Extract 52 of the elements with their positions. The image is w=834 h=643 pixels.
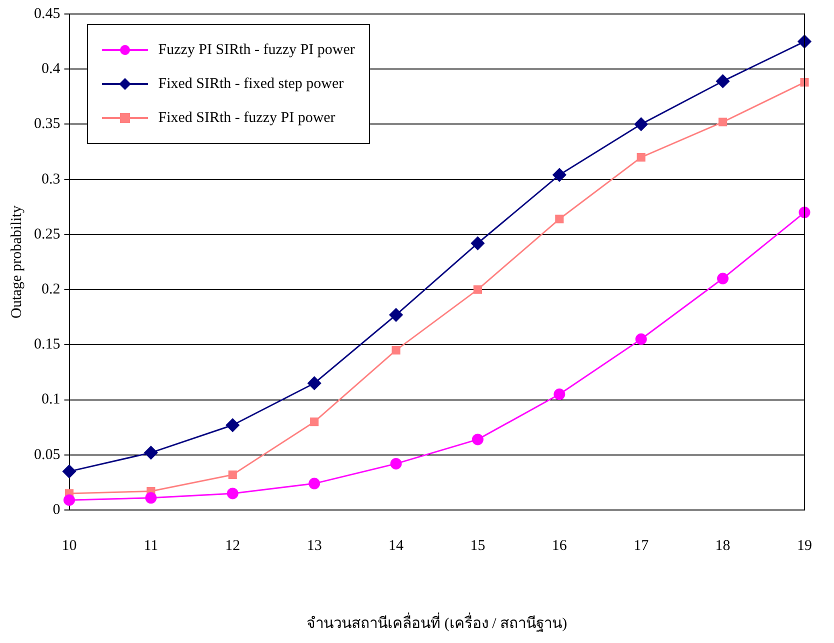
point [634,117,648,131]
point [392,346,400,354]
y-tick-label: 0 [52,502,60,518]
x-tick-label: 15 [470,538,486,554]
y-tick-label: 0.05 [34,446,60,463]
point [310,418,319,426]
point [800,78,809,87]
x-tick-label: 11 [144,538,158,554]
x-tick-label: 17 [634,538,650,554]
point [145,492,157,504]
y-axis-title: Outage probability [8,205,25,318]
y-tick-label: 0.3 [42,171,60,188]
point [64,494,75,506]
point [718,118,728,126]
point [226,488,238,500]
y-tick-label: 0.1 [42,392,60,408]
x-tick-label: 18 [715,538,730,554]
point [389,308,403,322]
point [470,236,484,250]
point [552,168,566,182]
legend-label: Fixed SIRth - fuzzy PI power [158,110,336,126]
legend-label: Fixed SIRth - fixed step power [158,76,344,92]
y-tick-label: 0.15 [34,336,60,353]
point [226,418,240,432]
point [390,458,402,470]
x-tick-label: 19 [797,538,812,554]
point [798,34,812,48]
point [717,272,729,284]
x-tick-label: 13 [306,538,322,554]
point [308,376,322,390]
x-tick-label: 14 [388,538,404,554]
point [62,464,76,478]
y-tick-label: 0.35 [34,116,60,132]
y-tick-label: 0.45 [34,6,60,22]
x-tick-label: 10 [62,538,77,554]
point [555,214,564,224]
y-tick-label: 0.4 [42,61,61,78]
point [144,446,158,460]
y-tick-label: 0.25 [34,226,60,242]
x-axis-title: จำนวนสถานีเคลื่อนที่ (เครื่อง / สถานีฐาน) [306,612,568,632]
point [716,74,730,88]
x-tick-label: 16 [552,538,568,554]
point [308,478,320,490]
x-tick-label: 12 [225,538,240,554]
point [228,470,237,480]
point [472,434,484,446]
point [636,153,646,162]
point [473,285,482,294]
point [554,388,566,400]
point [635,333,647,345]
y-tick-label: 0.2 [42,281,60,298]
legend-label: Fuzzy PI SIRth - fuzzy PI power [158,42,355,58]
